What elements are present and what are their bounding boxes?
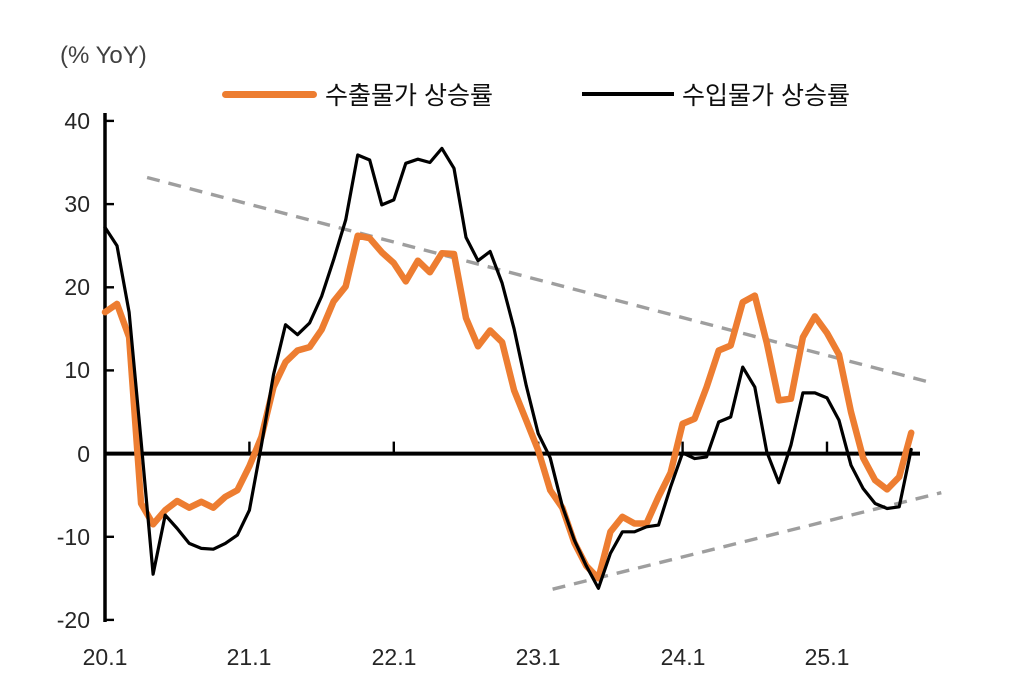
legend-line-export-icon (222, 90, 317, 98)
y-axis-unit-label: (% YoY) (60, 42, 147, 69)
series-line-import (103, 146, 913, 590)
legend-label-import: 수입물가 상승률 (682, 82, 850, 110)
legend-item-import: 수입물가 상승률 (582, 79, 850, 110)
trend-line-lower-trend (552, 491, 942, 591)
legend-line-import-icon (582, 92, 674, 96)
series-line-export (101, 232, 915, 582)
legend-item-export: 수출물가 상승률 (222, 79, 493, 110)
legend-label-export: 수출물가 상승률 (325, 82, 493, 110)
trend-line-upper-trend (146, 175, 930, 384)
